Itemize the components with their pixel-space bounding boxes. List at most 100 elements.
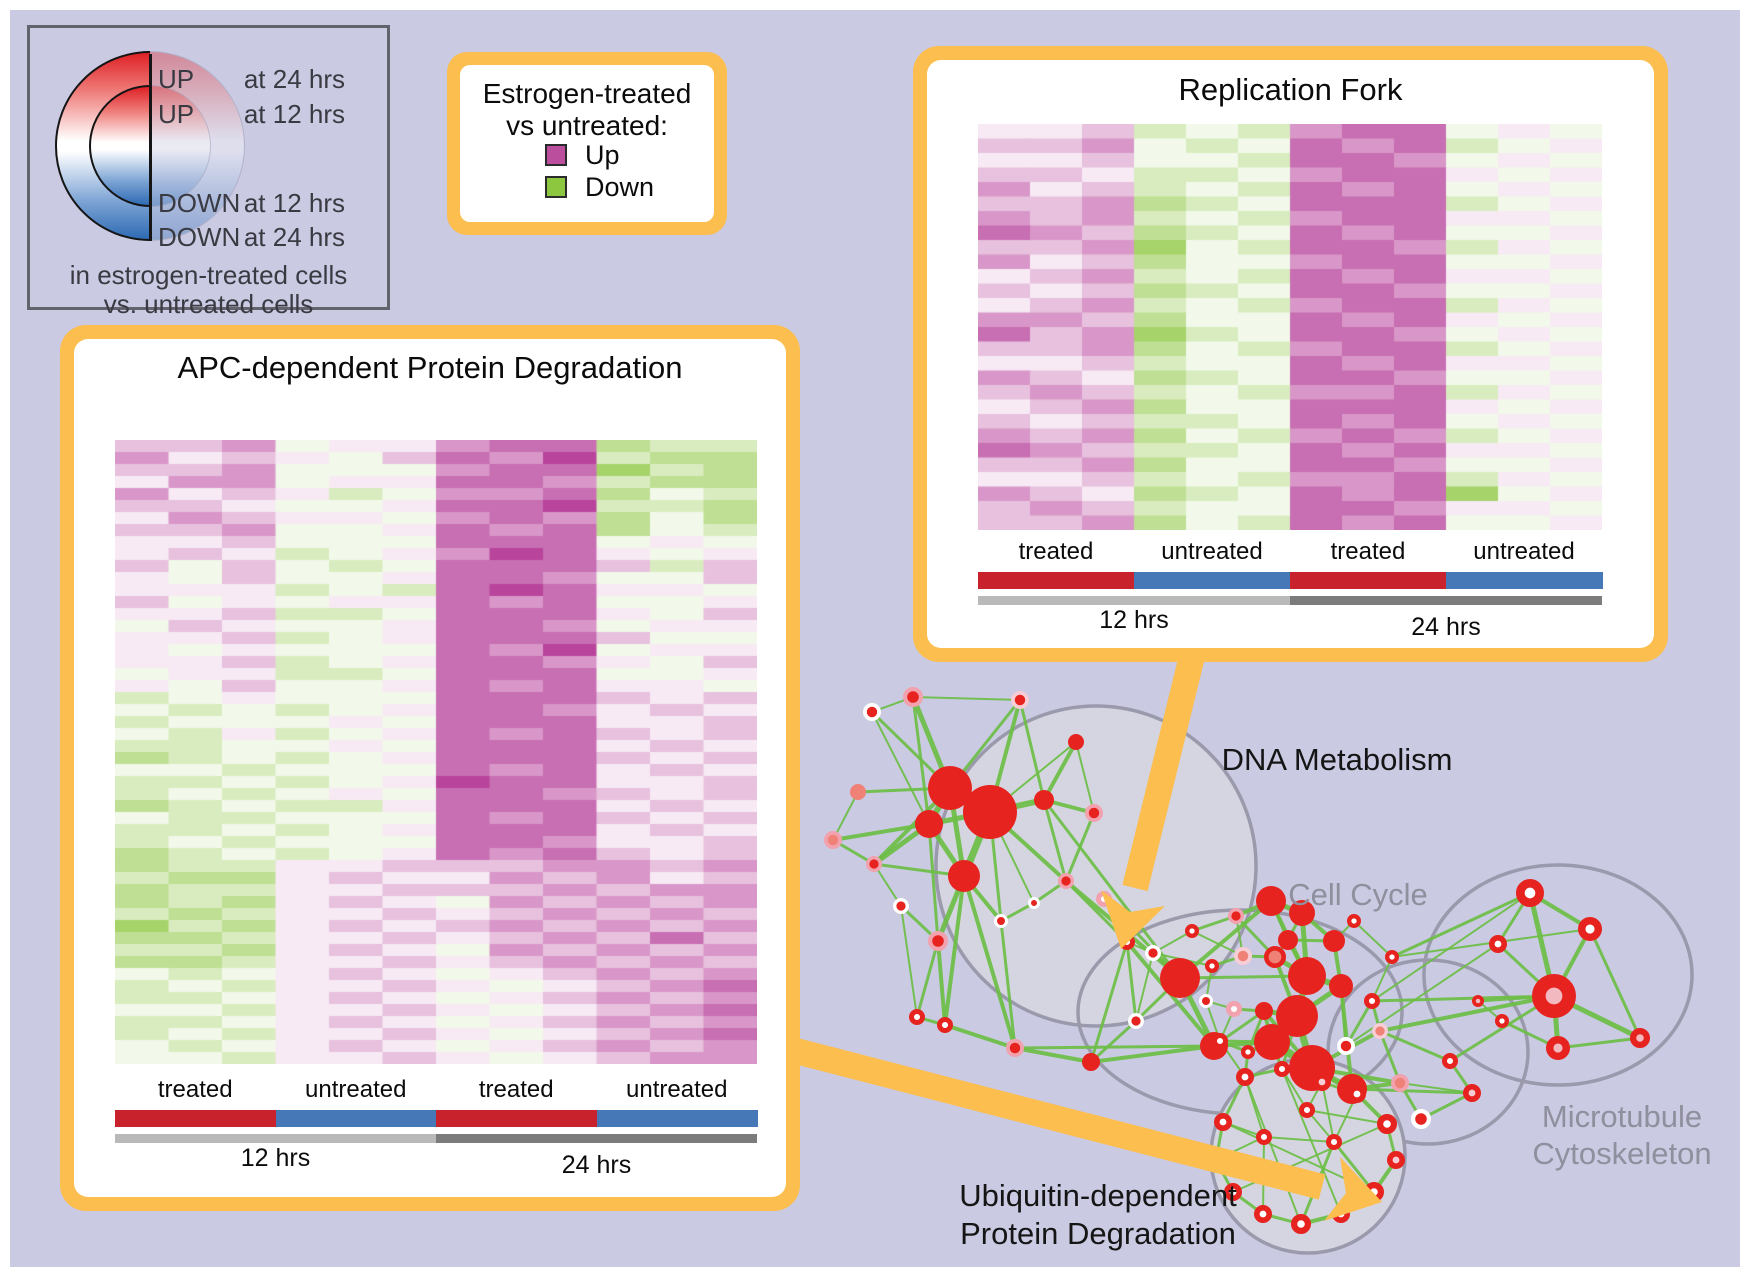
gene-node [1214, 1113, 1233, 1132]
gene-node [1288, 957, 1326, 995]
node-layer [824, 686, 1650, 1234]
gene-node [1058, 872, 1075, 889]
replication-fork-heatmap [978, 124, 1602, 530]
up-label: Up [585, 140, 620, 170]
gene-node [1298, 1101, 1315, 1118]
sample-group-label: untreated [626, 1076, 728, 1103]
treated-sample-bar [436, 1110, 598, 1127]
gene-node [850, 784, 866, 800]
gene-node [1629, 1027, 1650, 1048]
gene-node [1313, 1073, 1332, 1092]
sample-group-label: treated [157, 1076, 233, 1103]
time-span-bar [115, 1134, 436, 1143]
gene-node [865, 855, 882, 872]
direction-label: UP [158, 64, 195, 94]
gene-node [1290, 1213, 1311, 1234]
gene-node [915, 810, 943, 838]
gene-node [1471, 994, 1484, 1007]
time-label: at 12 hrs [243, 99, 345, 129]
arrowhead-apc-to-ubiquitin [1324, 1157, 1382, 1221]
gene-node [963, 785, 1017, 839]
gene-node [1224, 1183, 1243, 1202]
time-label: 12 hrs [240, 1144, 311, 1172]
gene-node [1273, 1060, 1290, 1077]
gene-node [1199, 994, 1213, 1008]
gene-node [1387, 1151, 1406, 1170]
gene-node [1011, 691, 1030, 710]
gene-node [1372, 1023, 1389, 1040]
time-span-bar [978, 596, 1290, 605]
gene-node [1234, 947, 1253, 966]
time-label: 24 hrs [561, 1151, 632, 1179]
gene-node [1363, 992, 1380, 1009]
gene-node [1531, 974, 1576, 1019]
treated-sample-bar [978, 572, 1135, 589]
down-label: Down [585, 172, 655, 202]
arrow-apc-to-ubiquitin [788, 1037, 1326, 1200]
gene-node [1276, 995, 1318, 1037]
gene-node [1577, 916, 1602, 941]
time-label: at 24 hrs [243, 222, 345, 252]
time-span-bar [436, 1134, 757, 1143]
gene-node [1211, 1032, 1228, 1049]
legend-row-down-12: DOWN at 12 hrs [30, 188, 375, 218]
gene-node [1256, 886, 1286, 916]
treated-sample-bar [115, 1110, 277, 1127]
gene-node [1347, 913, 1362, 928]
sample-group-label: untreated [1473, 538, 1575, 565]
apc-degradation-heatmap [115, 440, 757, 1064]
gene-node [1068, 734, 1084, 750]
legend-caption-line2: vs. untreated cells [103, 289, 314, 319]
legend-row-down-24: DOWN at 24 hrs [30, 222, 375, 252]
untreated-sample-bar [596, 1110, 758, 1127]
sample-group-label: treated [1330, 538, 1406, 565]
gene-node [928, 766, 972, 810]
direction-label: UP [158, 99, 195, 129]
gene-node [1385, 949, 1400, 964]
gene-node [1495, 1013, 1510, 1028]
ubiquitin-label-1: Ubiquitin-dependent [959, 1178, 1237, 1213]
legend-card [460, 65, 714, 222]
legend-row-up-12: UP at 12 hrs [30, 99, 375, 129]
gene-node [1034, 790, 1054, 810]
sample-group-label: untreated [1161, 538, 1263, 565]
arrow-replication-to-dna [1122, 636, 1209, 892]
gene-node [1376, 1113, 1397, 1134]
sample-group-label: treated [478, 1076, 554, 1103]
gene-node [1254, 1205, 1273, 1224]
treatment-direction-legend: UP at 24 hrs UP at 12 hrs DOWN at 12 hrs… [27, 25, 390, 319]
microtubule-label-1: Microtubule [1542, 1099, 1702, 1134]
gene-node [892, 897, 909, 914]
down-color-swatch [545, 176, 567, 198]
gene-node [1289, 900, 1315, 926]
gene-node [1241, 1045, 1256, 1060]
legend-title-line1: Estrogen-treated [482, 78, 692, 109]
gene-node [1128, 1012, 1145, 1029]
arrowhead-replication-to-dna [1101, 890, 1165, 949]
replication-fork-title: Replication Fork [1178, 72, 1403, 107]
gene-node [1463, 1084, 1482, 1103]
gene-node [1028, 897, 1040, 909]
gene-node [1228, 907, 1245, 924]
gene-node [1391, 1074, 1410, 1093]
gene-node [994, 914, 1008, 928]
legend-caption-line1: in estrogen-treated cells [69, 260, 348, 290]
gene-node [863, 703, 882, 722]
gene-node [1348, 1085, 1367, 1104]
gene-node [1205, 958, 1220, 973]
gene-node [1006, 1039, 1025, 1058]
gene-node [1236, 1068, 1255, 1087]
estrogen-updown-legend: Estrogen-treated vs untreated: Up Down [447, 52, 727, 235]
time-label: at 12 hrs [243, 188, 345, 218]
gene-node [927, 930, 948, 951]
cell-cycle-label: Cell Cycle [1288, 877, 1428, 912]
time-label: 12 hrs [1099, 606, 1169, 634]
gene-node [1325, 1133, 1342, 1150]
legend-title-line2: vs untreated: [506, 110, 668, 141]
gene-node [1323, 930, 1345, 952]
sample-group-label: untreated [305, 1076, 407, 1103]
ubiquitin-label-2: Protein Degradation [960, 1216, 1236, 1251]
dna-metabolism-label: DNA Metabolism [1222, 742, 1453, 777]
